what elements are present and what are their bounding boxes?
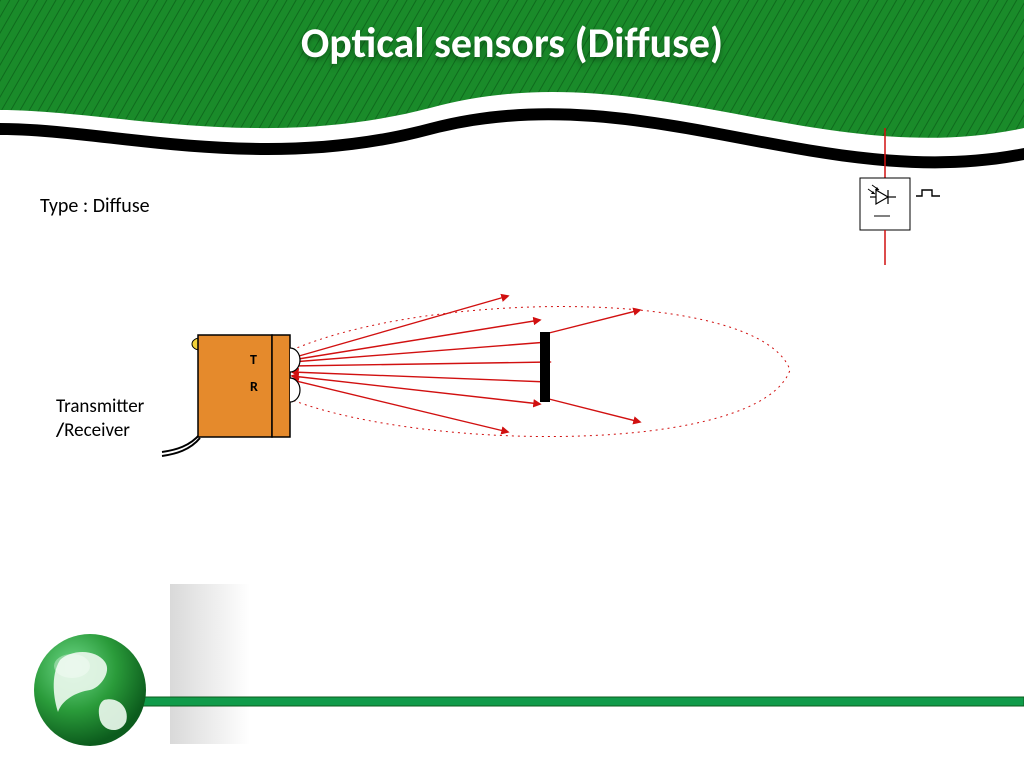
sensor-letter-t: T: [250, 351, 257, 368]
header-svg: [0, 0, 1024, 768]
sensor-letter-r: R: [250, 378, 258, 395]
sensor-body: [162, 335, 300, 456]
globe-icon: [34, 634, 146, 746]
footer-bar: [120, 697, 1024, 706]
beam-lines: [292, 296, 640, 432]
tr-line2: Receiver: [64, 419, 130, 442]
transmitter-receiver-label: Transmitter /Receiver: [56, 395, 144, 443]
slide-stage: Optical sensors (Diffuse) Type : Diffuse…: [0, 0, 1024, 768]
footer-shadow: [170, 584, 250, 744]
title-container: Optical sensors (Diffuse): [0, 18, 1024, 69]
slide-title: Optical sensors (Diffuse): [301, 18, 723, 69]
type-label: Type : Diffuse: [40, 194, 150, 218]
tr-line1: Transmitter: [56, 395, 144, 418]
pulse-icon: [916, 190, 940, 196]
target-object: [540, 332, 550, 402]
tr-slash: /: [56, 419, 64, 442]
